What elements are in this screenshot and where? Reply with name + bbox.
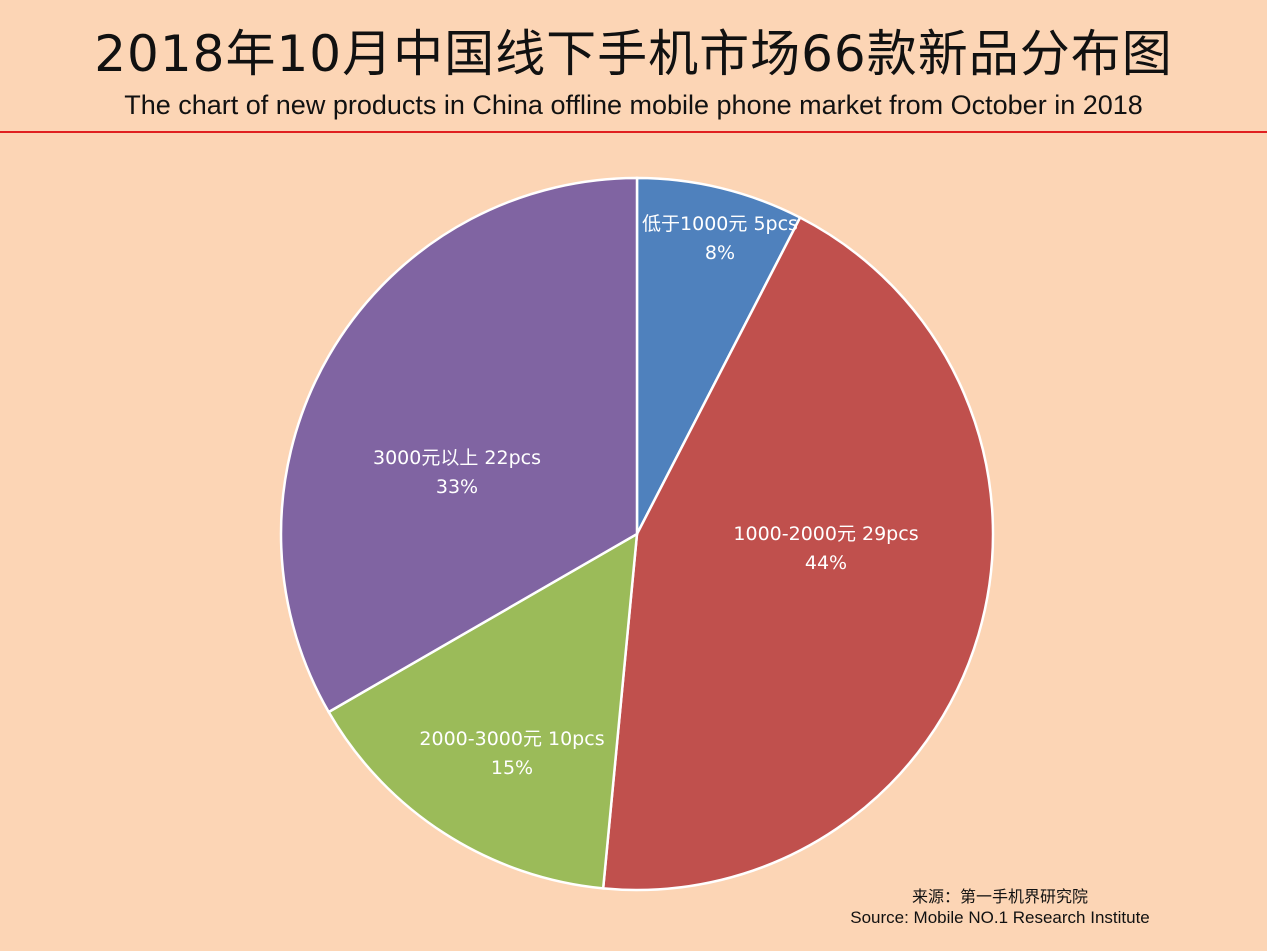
source-note: 来源：第一手机界研究院 Source: Mobile NO.1 Research… [820,886,1180,929]
pie-slice [326,531,639,890]
pie-slice [635,176,802,535]
chart-subtitle: The chart of new products in China offli… [124,90,1143,120]
slice-percent-label: 8% [705,242,735,264]
pie-slice [279,176,639,714]
slice-label: 低于1000元 5pcs [642,213,798,235]
pie-labels: 低于1000元 5pcs 8% 1000-2000元 29pcs 44% 2000-30… [373,213,919,779]
slice-label: 1000-2000元 29pcs [733,523,918,545]
slice-percent-label: 44% [805,552,847,574]
source-en: Source: Mobile NO.1 Research Institute [850,908,1150,927]
chart-title: 2018年10月中国线下手机市场66款新品分布图 [94,25,1173,83]
slice-percent-label: 15% [491,757,533,779]
source-zh: 来源：第一手机界研究院 [911,887,1088,906]
header-divider [0,131,1267,133]
slice-percent-label: 33% [436,476,478,498]
slice-label: 2000-3000元 10pcs [419,728,604,750]
pie-slice [601,215,995,892]
pie-slices [279,176,995,892]
slice-label: 3000元以上 22pcs [373,447,541,469]
